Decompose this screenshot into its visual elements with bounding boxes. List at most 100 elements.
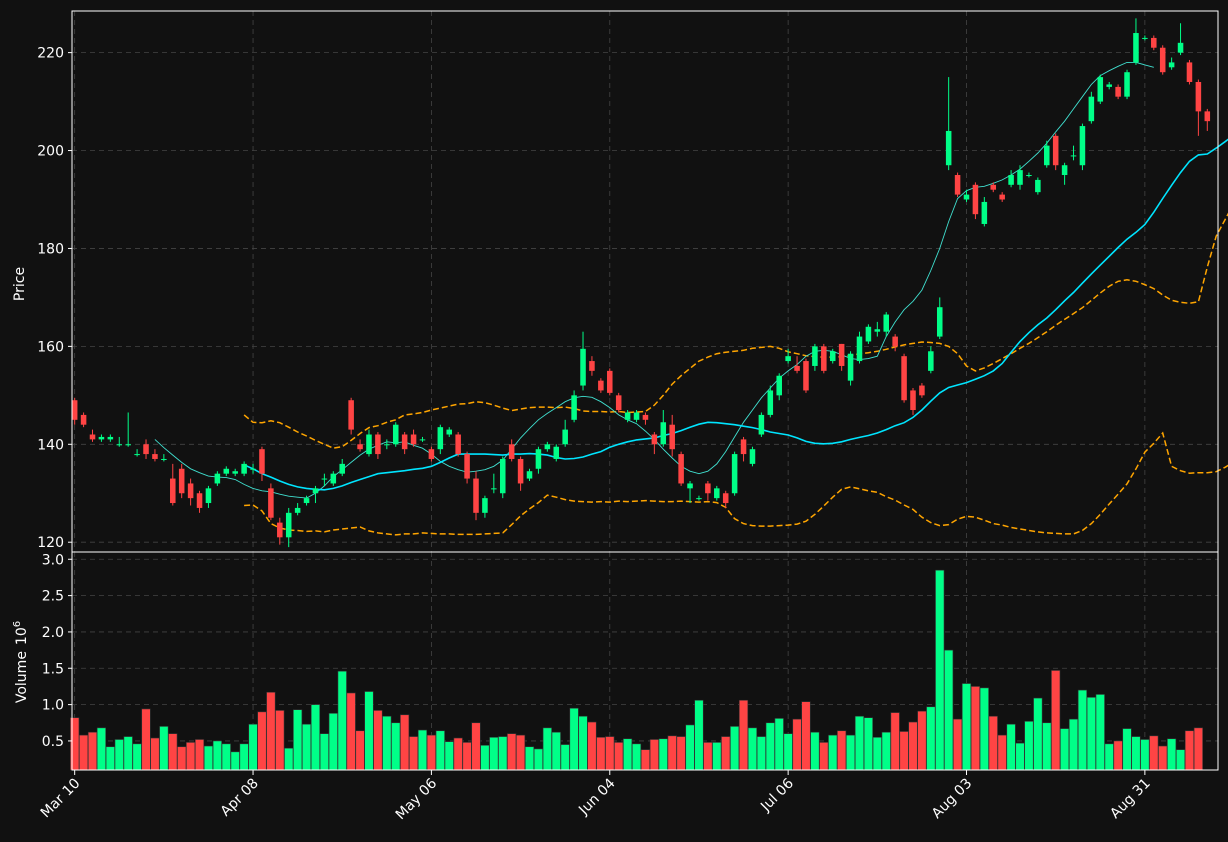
candle-body <box>1097 77 1104 102</box>
volume-bar <box>810 731 820 771</box>
volume-bar <box>961 683 972 771</box>
volume-tick-label: 2.0 <box>42 625 64 641</box>
candle-body <box>910 390 916 411</box>
volume-bar <box>150 737 160 771</box>
candle-body <box>678 454 684 484</box>
volume-bar <box>168 733 178 771</box>
candle-body <box>312 488 319 494</box>
volume-bar <box>694 699 704 771</box>
candle-body <box>758 414 765 435</box>
volume-bar <box>828 734 838 771</box>
volume-bar <box>1122 728 1132 771</box>
volume-bar <box>1158 745 1168 771</box>
volume-bar <box>462 742 472 771</box>
candle-body <box>410 434 417 445</box>
candle-body <box>722 493 729 504</box>
volume-bar <box>328 713 338 771</box>
candle-body <box>1044 145 1050 166</box>
candle-body <box>330 473 337 484</box>
candle-body <box>357 444 363 450</box>
candle-body <box>1133 33 1139 63</box>
candle-body <box>366 434 372 455</box>
candle-body <box>740 439 747 455</box>
volume-bars <box>70 569 1203 771</box>
candle-body <box>919 385 925 396</box>
candle-body <box>589 361 595 371</box>
candle-body <box>553 446 560 459</box>
volume-tick-label: 1.5 <box>42 661 64 677</box>
volume-bar <box>819 742 829 771</box>
volume-bar <box>944 649 954 771</box>
candle-body <box>1061 165 1068 176</box>
candle-body <box>598 380 604 391</box>
volume-bar <box>872 736 882 771</box>
candle-body <box>1079 126 1086 166</box>
candle-body <box>936 307 943 337</box>
price-tick-label: 120 <box>37 535 64 551</box>
candle-body <box>508 444 515 459</box>
candle-body <box>999 194 1005 200</box>
candle-body <box>446 429 453 435</box>
candle-body <box>829 351 836 362</box>
candle-body <box>1124 72 1130 97</box>
volume-bar <box>792 718 802 771</box>
candle-body <box>89 434 96 440</box>
candle-body <box>143 444 149 455</box>
candle-body <box>838 343 845 366</box>
candle-body <box>116 444 123 446</box>
volume-bar <box>391 722 401 771</box>
candle-body <box>615 395 622 411</box>
volume-bar <box>738 699 749 771</box>
candle-body <box>517 458 524 484</box>
volume-bar <box>899 731 909 771</box>
volume-bar <box>1175 749 1186 771</box>
volume-bar <box>623 738 633 771</box>
candle-body <box>705 483 711 494</box>
candle-body <box>1088 96 1095 122</box>
volume-bar <box>1193 727 1203 771</box>
candle-body <box>607 370 613 393</box>
volume-bar <box>364 691 374 771</box>
candle-body <box>669 424 675 450</box>
candle-body <box>847 353 854 381</box>
volume-axis-label: Volume106 <box>12 621 30 703</box>
candle-body <box>80 414 87 425</box>
volume-bar <box>1068 718 1079 771</box>
candle-body <box>892 336 898 347</box>
candle-body <box>945 130 952 166</box>
volume-bar <box>159 726 169 771</box>
volume-bar <box>730 726 740 771</box>
candle-body <box>259 449 265 474</box>
price-axis-label: Price <box>12 267 28 301</box>
candle-body <box>562 429 568 445</box>
volume-bar <box>293 709 303 771</box>
candle-body <box>384 444 390 446</box>
candle-body <box>170 478 176 504</box>
volume-bar <box>756 736 766 771</box>
candle-body <box>499 458 506 494</box>
volume-bar <box>212 740 222 771</box>
volume-bar <box>373 710 383 771</box>
volume-bar <box>578 715 588 771</box>
volume-bar <box>408 736 419 771</box>
candle-body <box>491 488 497 490</box>
volume-bar <box>471 722 481 771</box>
volume-bar <box>747 727 758 771</box>
volume-bar <box>881 731 891 771</box>
volume-bar <box>935 569 945 771</box>
volume-bar <box>640 749 651 771</box>
candle-body <box>990 184 997 190</box>
volume-bar <box>337 670 347 771</box>
volume-bar <box>444 741 454 771</box>
volume-bar <box>979 687 989 771</box>
volume-bar <box>1086 697 1096 771</box>
price-tick-label: 160 <box>37 339 64 355</box>
candle-body <box>98 436 105 440</box>
volume-bar <box>658 738 668 771</box>
volume-bar <box>1042 722 1052 771</box>
candle-body <box>1195 81 1202 112</box>
candle-body <box>107 436 114 440</box>
volume-bar <box>587 721 597 771</box>
volume-bar <box>498 736 508 771</box>
volume-bar <box>542 727 552 771</box>
